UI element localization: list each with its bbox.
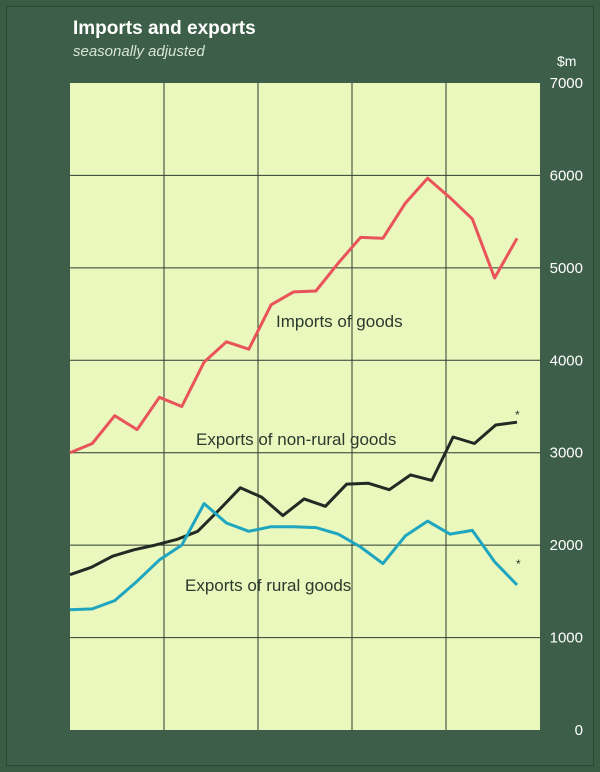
y-tick-label: 3000 (550, 445, 583, 462)
series-label-non-rural: Exports of non-rural goods (196, 430, 396, 449)
series-line-2 (69, 502, 519, 612)
y-tick-label: 5000 (550, 260, 583, 277)
chart-subtitle: seasonally adjusted (73, 43, 205, 60)
y-tick-label: 6000 (550, 167, 583, 184)
series-label-rural: Exports of rural goods (185, 576, 351, 595)
y-axis-unit-label: $m (557, 53, 576, 69)
chart-title: Imports and exports (73, 18, 256, 39)
series-label-imports: Imports of goods (276, 312, 403, 331)
y-tick-label: 7000 (550, 75, 583, 92)
series-lines (69, 176, 519, 612)
plot-area (70, 83, 540, 730)
y-tick-label: 0 (575, 722, 583, 739)
y-axis-ticks: 0 1000 2000 3000 4000 5000 6000 7000 (550, 75, 583, 739)
y-tick-label: 2000 (550, 537, 583, 554)
y-tick-label: 1000 (550, 630, 583, 647)
annotation-asterisk-non-rural: * (515, 408, 520, 422)
series-line-0 (69, 176, 519, 455)
y-tick-label: 4000 (550, 352, 583, 369)
annotation-asterisk-rural: * (516, 557, 521, 571)
series-line-1 (69, 420, 518, 577)
